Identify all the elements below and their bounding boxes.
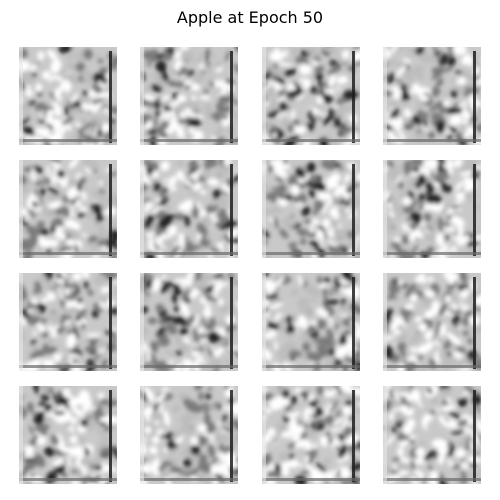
noise-texture [19,160,117,258]
generated-sample-tile [140,273,238,371]
generated-sample-tile [262,47,360,145]
generated-sample-tile [262,386,360,484]
noise-texture [262,386,360,484]
noise-texture [383,273,481,371]
generated-sample-tile [140,47,238,145]
noise-texture [262,47,360,145]
noise-texture [19,386,117,484]
generated-sample-tile [383,160,481,258]
generated-sample-tile [140,160,238,258]
noise-texture [383,386,481,484]
generated-sample-tile [383,386,481,484]
generated-sample-tile [19,160,117,258]
generated-sample-tile [262,160,360,258]
generated-sample-tile [383,273,481,371]
noise-texture [262,273,360,371]
noise-texture [140,160,238,258]
noise-texture [383,47,481,145]
figure-title: Apple at Epoch 50 [176,8,324,27]
noise-texture [140,273,238,371]
noise-texture [140,47,238,145]
noise-texture [383,160,481,258]
noise-texture [262,160,360,258]
generated-sample-tile [19,273,117,371]
generated-sample-tile [383,47,481,145]
generated-sample-tile [140,386,238,484]
generated-sample-tile [262,273,360,371]
generated-sample-tile [19,47,117,145]
noise-texture [19,47,117,145]
noise-texture [19,273,117,371]
generated-sample-tile [19,386,117,484]
noise-texture [140,386,238,484]
